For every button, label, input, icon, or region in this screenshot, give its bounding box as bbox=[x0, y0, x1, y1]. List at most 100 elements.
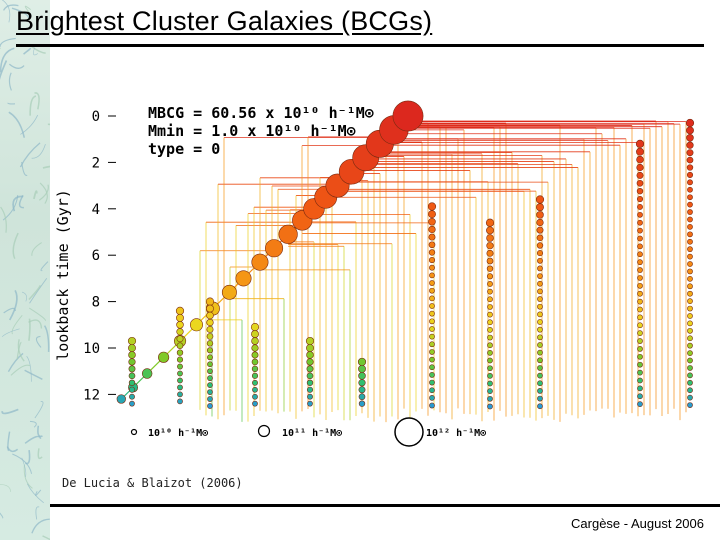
progenitor-galaxy-marker bbox=[252, 393, 258, 400]
progenitor-galaxy-marker bbox=[207, 382, 213, 388]
progenitor-galaxy-marker bbox=[428, 241, 436, 249]
progenitor-galaxy-marker bbox=[128, 386, 136, 393]
progenitor-galaxy-marker bbox=[129, 393, 135, 400]
web-filament bbox=[35, 335, 42, 348]
progenitor-galaxy-marker bbox=[128, 379, 136, 386]
web-filament bbox=[8, 72, 12, 91]
web-filament bbox=[31, 242, 42, 256]
main-branch-galaxy-marker bbox=[141, 368, 153, 379]
progenitor-galaxy-marker bbox=[637, 227, 643, 234]
progenitor-galaxy-marker bbox=[637, 298, 643, 305]
web-filament bbox=[0, 37, 16, 48]
progenitor-galaxy-marker bbox=[637, 377, 643, 384]
progenitor-galaxy-marker bbox=[637, 338, 643, 344]
progenitor-galaxy-marker bbox=[687, 283, 693, 290]
progenitor-galaxy-marker bbox=[206, 311, 214, 320]
progenitor-galaxy-marker bbox=[687, 194, 693, 201]
progenitor-galaxy-marker bbox=[537, 311, 543, 318]
web-filament bbox=[2, 4, 19, 11]
progenitor-galaxy-marker bbox=[687, 350, 693, 356]
web-filament bbox=[3, 307, 16, 314]
progenitor-galaxy-marker bbox=[207, 375, 213, 382]
web-filament bbox=[31, 45, 46, 54]
web-filament bbox=[7, 102, 16, 105]
web-filament bbox=[7, 352, 24, 373]
progenitor-galaxy-marker bbox=[637, 251, 643, 258]
progenitor-galaxy-marker bbox=[428, 249, 436, 256]
progenitor-galaxy-marker bbox=[306, 379, 314, 386]
progenitor-galaxy-marker bbox=[536, 234, 544, 242]
main-branch-galaxy-marker bbox=[278, 224, 298, 244]
progenitor-galaxy-marker bbox=[429, 303, 435, 309]
y-tick-label: 10 bbox=[83, 341, 100, 357]
progenitor-galaxy-marker bbox=[487, 288, 493, 295]
progenitor-galaxy-marker bbox=[537, 395, 543, 402]
progenitor-galaxy-marker bbox=[687, 320, 693, 327]
progenitor-galaxy-marker bbox=[306, 372, 314, 380]
progenitor-galaxy-marker bbox=[636, 171, 644, 179]
legend-circle-1e11 bbox=[257, 424, 271, 438]
progenitor-galaxy-marker bbox=[429, 379, 435, 386]
marker-size-legend: 10¹⁰ h⁻¹M⊙ 10¹¹ h⁻¹M⊙ 10¹² h⁻¹M⊙ bbox=[130, 417, 486, 447]
progenitor-galaxy-marker bbox=[536, 218, 544, 227]
web-filament bbox=[8, 289, 18, 321]
web-filament bbox=[31, 144, 46, 159]
web-filament bbox=[23, 47, 32, 55]
progenitor-galaxy-marker bbox=[536, 211, 544, 219]
progenitor-galaxy-marker bbox=[251, 330, 259, 339]
progenitor-galaxy-marker bbox=[429, 364, 435, 371]
progenitor-galaxy-marker bbox=[687, 402, 693, 408]
main-branch-galaxy-marker bbox=[221, 284, 237, 300]
y-tick-label: 8 bbox=[92, 295, 100, 311]
progenitor-galaxy-marker bbox=[128, 365, 136, 373]
progenitor-galaxy-marker bbox=[428, 218, 436, 226]
main-branch-galaxy-marker bbox=[116, 394, 126, 404]
progenitor-galaxy-marker bbox=[637, 204, 643, 210]
main-branch-galaxy-marker bbox=[392, 100, 424, 132]
progenitor-galaxy-marker bbox=[687, 238, 693, 245]
progenitor-galaxy-marker bbox=[176, 321, 184, 329]
progenitor-galaxy-marker bbox=[177, 391, 183, 398]
progenitor-galaxy-marker bbox=[687, 394, 693, 401]
progenitor-galaxy-marker bbox=[637, 282, 643, 289]
progenitor-galaxy-marker bbox=[687, 298, 693, 305]
title-underline-rule bbox=[16, 44, 704, 47]
web-filament bbox=[1, 0, 11, 23]
web-filament bbox=[12, 195, 24, 212]
progenitor-galaxy-marker bbox=[357, 357, 367, 367]
progenitor-galaxy-marker bbox=[537, 273, 543, 279]
progenitor-galaxy-marker bbox=[487, 311, 493, 318]
progenitor-galaxy-marker bbox=[486, 273, 494, 280]
progenitor-galaxy-marker bbox=[537, 265, 543, 272]
annotation-line-type: type = 0 bbox=[148, 140, 220, 158]
web-filament bbox=[0, 512, 4, 519]
progenitor-galaxy-marker bbox=[306, 344, 314, 352]
progenitor-galaxy-marker bbox=[637, 259, 643, 266]
progenitor-galaxy-marker bbox=[687, 224, 693, 230]
progenitor-galaxy-marker bbox=[207, 396, 213, 402]
progenitor-galaxy-marker bbox=[686, 149, 694, 157]
progenitor-galaxy-marker bbox=[486, 249, 494, 257]
legend-circle-1e12 bbox=[394, 417, 424, 447]
progenitor-galaxy-marker bbox=[487, 365, 493, 372]
main-branch-galaxy-marker bbox=[251, 253, 269, 271]
progenitor-galaxy-marker bbox=[686, 141, 694, 149]
progenitor-galaxy-marker bbox=[175, 306, 185, 315]
web-filament bbox=[17, 339, 25, 362]
progenitor-galaxy-marker bbox=[687, 209, 693, 215]
progenitor-galaxy-marker bbox=[485, 218, 495, 227]
web-filament bbox=[12, 232, 19, 260]
web-filament bbox=[42, 165, 50, 169]
web-filament bbox=[11, 315, 23, 335]
progenitor-galaxy-marker bbox=[358, 379, 366, 387]
web-filament bbox=[24, 5, 31, 14]
progenitor-galaxy-marker bbox=[358, 364, 366, 373]
progenitor-galaxy-marker bbox=[687, 342, 693, 349]
progenitor-galaxy-marker bbox=[176, 313, 184, 322]
annotation-line-mmin: Mmin = 1.0 x 10¹⁰ h⁻¹M⊙ bbox=[148, 122, 356, 140]
web-filament bbox=[37, 448, 43, 460]
progenitor-galaxy-marker bbox=[685, 118, 695, 128]
progenitor-galaxy-marker bbox=[487, 342, 493, 349]
web-filament bbox=[35, 489, 42, 496]
progenitor-galaxy-marker bbox=[686, 126, 694, 135]
